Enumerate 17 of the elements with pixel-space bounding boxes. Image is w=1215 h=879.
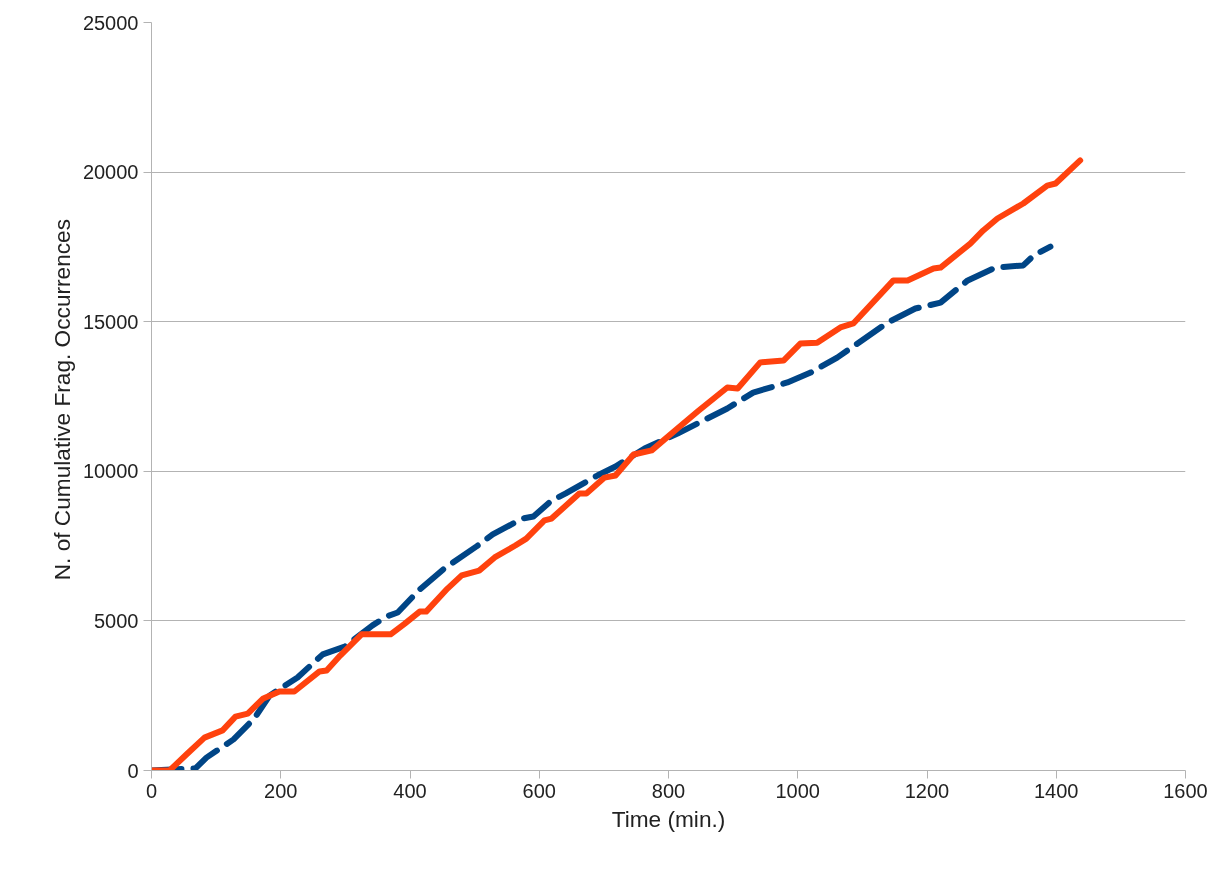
x-tick-label: 200 [264, 779, 298, 802]
x-tick-label: 1400 [1034, 779, 1079, 802]
x-tick-label: 600 [522, 779, 556, 802]
y-axis-title: N. of Cumulative Frag. Occurrences [48, 218, 75, 581]
y-tick-label: 10000 [82, 460, 139, 483]
x-tick-label: 1600 [1163, 779, 1208, 802]
y-tick-label: 20000 [82, 161, 139, 184]
y-tick-label: 15000 [82, 310, 139, 333]
x-tick-label: 0 [145, 779, 158, 802]
x-axis-title: Time (min.) [611, 805, 726, 832]
x-tick-label: 1200 [904, 779, 950, 802]
x-tick-label: 400 [393, 779, 427, 802]
y-tick-label: 5000 [94, 609, 139, 632]
y-tick-label: 25000 [82, 11, 139, 34]
x-tick-label: 800 [651, 779, 686, 802]
y-tick-label: 0 [127, 759, 139, 782]
x-tick-label: 1000 [775, 779, 820, 802]
